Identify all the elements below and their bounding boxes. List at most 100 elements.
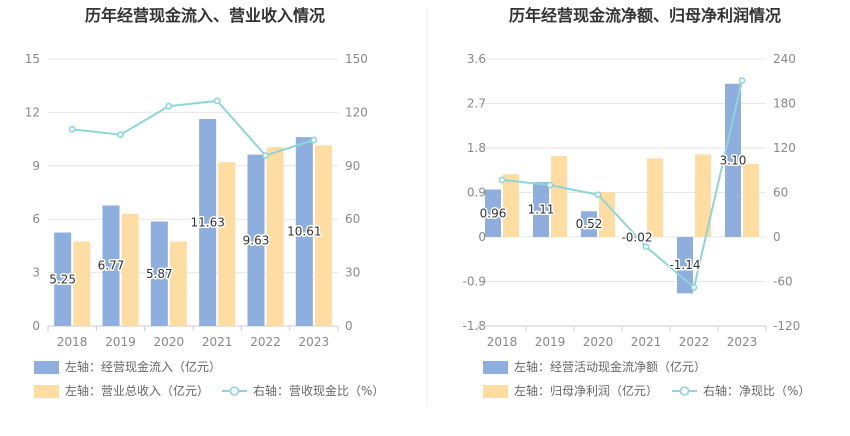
line-point <box>642 243 650 251</box>
bar-secondary <box>266 147 284 326</box>
right-axis-tick: 60 <box>345 212 360 226</box>
bar-secondary <box>169 241 187 326</box>
line-point <box>310 136 318 144</box>
data-label: 5.25 <box>49 272 76 286</box>
bar-primary <box>677 237 693 294</box>
x-axis-tick-label: 2022 <box>679 335 710 349</box>
bar-secondary <box>503 174 519 237</box>
x-axis-tick-label: 2022 <box>250 335 281 349</box>
bar-secondary <box>73 241 91 326</box>
line-point <box>68 125 76 133</box>
legend-swatch <box>483 385 508 398</box>
line-point <box>498 176 506 184</box>
data-label: 3.10 <box>720 153 747 167</box>
left-axis-tick: 15 <box>25 52 40 66</box>
series-line <box>501 80 743 290</box>
x-axis-tick-label: 2019 <box>535 335 566 349</box>
right-axis-tick: 0 <box>345 319 353 333</box>
line-point <box>690 284 698 291</box>
right-axis-tick: 60 <box>773 186 788 200</box>
right-axis-tick: 240 <box>773 52 796 66</box>
bar-secondary <box>599 192 615 237</box>
x-axis-tick-label: 2019 <box>105 335 136 349</box>
bar-secondary <box>647 158 663 237</box>
legend-label: 左轴：经营现金流入（亿元） <box>65 359 221 374</box>
left-axis-tick: 1.8 <box>467 141 486 155</box>
line-point <box>594 191 602 199</box>
chart-title: 历年经营现金流入、营业收入情况 <box>85 6 325 25</box>
x-axis-tick-label: 2018 <box>57 335 88 349</box>
data-label: 0.96 <box>480 206 507 220</box>
legend-label: 右轴：净现比（%） <box>703 383 810 398</box>
left-axis-tick: 3.6 <box>467 52 486 66</box>
left-axis-tick: 9 <box>32 159 40 173</box>
right-axis-tick: 150 <box>345 52 368 66</box>
data-label: 5.87 <box>146 267 173 281</box>
left-axis-tick: 12 <box>25 105 40 119</box>
bar-primary <box>581 211 597 237</box>
data-label: 9.63 <box>243 233 270 247</box>
left-axis-tick: 2.7 <box>467 97 486 111</box>
line-point <box>546 181 554 189</box>
bar-secondary <box>121 213 139 326</box>
right-axis-tick: 90 <box>345 159 360 173</box>
bar-secondary <box>218 162 236 326</box>
x-axis-tick-label: 2020 <box>583 335 614 349</box>
legend-swatch <box>34 385 59 398</box>
data-label: 6.77 <box>98 259 125 273</box>
bar-secondary <box>695 154 711 237</box>
legend-item: 左轴：归母净利润（亿元） <box>483 383 658 398</box>
right-axis-tick: 120 <box>345 105 368 119</box>
legend-label: 左轴：经营活动现金流净额（亿元） <box>514 359 706 374</box>
bar-primary <box>247 154 265 326</box>
bar-primary <box>725 83 741 237</box>
legend-swatch-marker <box>229 386 240 396</box>
line-point <box>738 77 746 84</box>
data-label: -0.02 <box>621 230 652 244</box>
left-axis-tick: 0 <box>478 230 486 244</box>
x-axis-tick-label: 2018 <box>487 335 518 349</box>
chart-panel-2: 历年经营现金流净额、归母净利润情况 -1.8 -0.9 0 0.9 1.8 2.7 3.6 -1… <box>463 6 810 398</box>
x-axis-tick-label: 2021 <box>631 335 662 349</box>
data-label: 10.61 <box>287 225 321 239</box>
bar-primary <box>102 205 120 326</box>
bar-secondary <box>551 155 567 237</box>
line-point <box>213 97 221 105</box>
data-label: 1.11 <box>528 203 555 217</box>
legend-swatch <box>483 361 508 374</box>
right-axis-tick: 30 <box>345 266 360 280</box>
bar-primary <box>54 232 72 326</box>
bar-secondary <box>314 145 332 326</box>
x-axis-tick-label: 2020 <box>154 335 185 349</box>
data-label: -1.14 <box>669 258 700 272</box>
bar-primary <box>295 137 313 326</box>
legend-item: 右轴：营收现金比（%） <box>222 383 384 398</box>
right-axis-tick: 120 <box>773 141 796 155</box>
line-point <box>262 152 269 159</box>
x-axis-tick-label: 2023 <box>299 335 330 349</box>
chart-panel-1: 历年经营现金流入、营业收入情况0369121503060901201502018… <box>25 6 384 398</box>
line-point <box>117 131 124 139</box>
legend-label: 左轴：营业总收入（亿元） <box>65 383 209 398</box>
legend-item: 右轴：净现比（%） <box>672 383 810 398</box>
bar-secondary <box>743 163 759 237</box>
left-axis-tick: 0 <box>32 319 40 333</box>
legend-label: 左轴：归母净利润（亿元） <box>514 383 658 398</box>
right-axis-tick: -120 <box>773 319 800 333</box>
legend-item: 左轴：经营现金流入（亿元） <box>34 359 221 374</box>
legend-swatch-marker <box>679 386 690 396</box>
x-axis-tick-label: 2023 <box>727 335 758 349</box>
series-line <box>72 99 315 157</box>
legend-swatch <box>34 361 59 374</box>
line-point <box>165 102 173 110</box>
right-axis-tick: 180 <box>773 97 796 111</box>
left-axis-tick: 6 <box>32 212 40 226</box>
left-axis-tick: 0.9 <box>467 186 486 200</box>
bar-primary <box>533 182 549 237</box>
legend-label: 右轴：营收现金比（%） <box>253 383 384 398</box>
left-axis-tick: -0.9 <box>463 275 486 289</box>
left-axis-tick: -1.8 <box>463 319 486 333</box>
data-label: 11.63 <box>190 215 224 229</box>
